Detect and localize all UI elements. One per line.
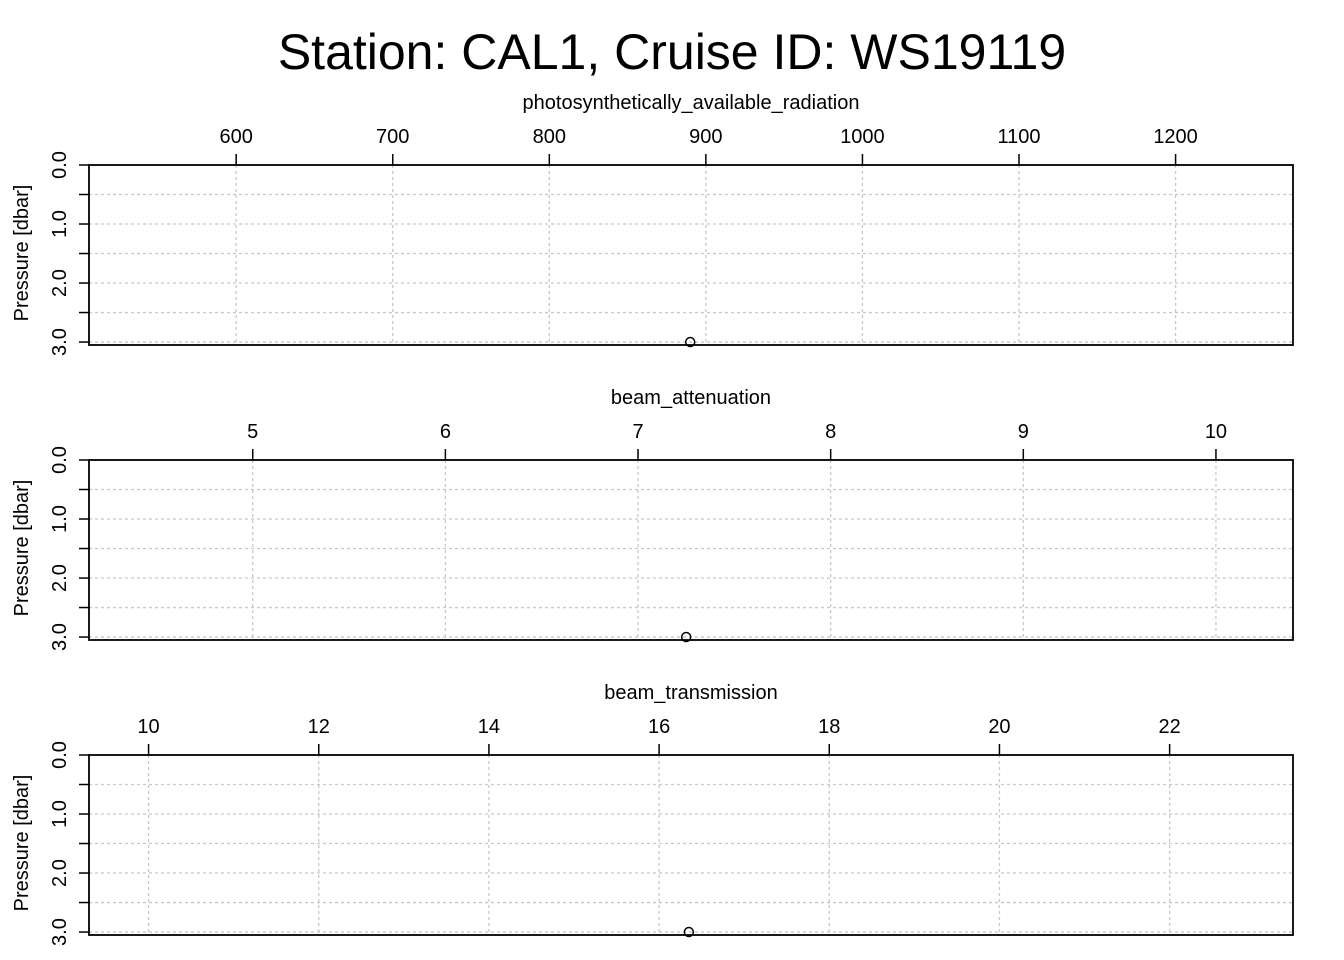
x-tick-label-3: 800 bbox=[533, 126, 566, 148]
x-tick-label-1: 10 bbox=[137, 716, 159, 738]
x-tick-label-2: 6 bbox=[440, 421, 451, 443]
panel-2: 5 6 7 8 9 10 beam_attenuation 0.0 1.0 2.0 3.0 Press… bbox=[11, 387, 1294, 651]
y-tick-label-3: 2.0 bbox=[49, 269, 71, 297]
y-tick-label-3: 2.0 bbox=[49, 564, 71, 592]
x-tick-label-5: 1000 bbox=[840, 126, 885, 148]
x-axis-label: beam_transmission bbox=[604, 682, 777, 704]
x-tick-label-4: 900 bbox=[689, 126, 722, 148]
x-tick-label-2: 700 bbox=[376, 126, 409, 148]
y-tick-label-1: 0.0 bbox=[49, 741, 71, 769]
x-tick-label-6: 10 bbox=[1205, 421, 1227, 443]
x-tick-label-5: 18 bbox=[818, 716, 840, 738]
x-tick-label-1: 5 bbox=[247, 421, 258, 443]
y-tick-label-2: 1.0 bbox=[49, 210, 71, 238]
data-point-1 bbox=[684, 336, 696, 348]
chart-title: Station: CAL1, Cruise ID: WS19119 bbox=[277, 24, 1067, 80]
y-axis-label: Pressure [dbar] bbox=[11, 775, 33, 912]
data-point-1 bbox=[683, 926, 695, 938]
y-axis-label: Pressure [dbar] bbox=[11, 480, 33, 617]
x-tick-label-6: 1100 bbox=[998, 126, 1041, 148]
x-tick-label-2: 12 bbox=[308, 716, 330, 738]
y-tick-label-1: 0.0 bbox=[49, 446, 71, 474]
x-axis-label: photosynthetically_available_radiation bbox=[523, 92, 860, 114]
panel-3: 10 12 14 16 18 20 22 beam_transmission 0.0 1.0 2.0… bbox=[11, 682, 1294, 946]
y-tick-label-2: 1.0 bbox=[49, 800, 71, 828]
y-tick-label-3: 2.0 bbox=[49, 859, 71, 887]
y-tick-label-4: 3.0 bbox=[49, 918, 71, 946]
x-tick-label-3: 14 bbox=[478, 716, 500, 738]
plot-frame bbox=[88, 164, 1294, 346]
y-tick-label-4: 3.0 bbox=[49, 328, 71, 356]
plot-frame bbox=[88, 754, 1294, 936]
x-tick-label-6: 20 bbox=[988, 716, 1010, 738]
y-axis-label: Pressure [dbar] bbox=[11, 185, 33, 322]
data-point-1 bbox=[680, 631, 692, 643]
plot-frame bbox=[88, 459, 1294, 641]
y-tick-label-1: 0.0 bbox=[49, 151, 71, 179]
x-tick-label-7: 1200 bbox=[1153, 126, 1198, 148]
x-axis-label: beam_attenuation bbox=[611, 387, 771, 409]
x-tick-label-5: 9 bbox=[1018, 421, 1029, 443]
x-tick-label-4: 8 bbox=[825, 421, 836, 443]
x-tick-label-4: 16 bbox=[648, 716, 670, 738]
x-tick-label-1: 600 bbox=[219, 126, 252, 148]
panel-1: 600 700 800 900 1000 1100 1200 photosynthetical… bbox=[11, 92, 1294, 356]
y-tick-label-4: 3.0 bbox=[49, 623, 71, 651]
y-tick-label-2: 1.0 bbox=[49, 505, 71, 533]
x-tick-label-7: 22 bbox=[1158, 716, 1180, 738]
x-tick-label-3: 7 bbox=[632, 421, 643, 443]
